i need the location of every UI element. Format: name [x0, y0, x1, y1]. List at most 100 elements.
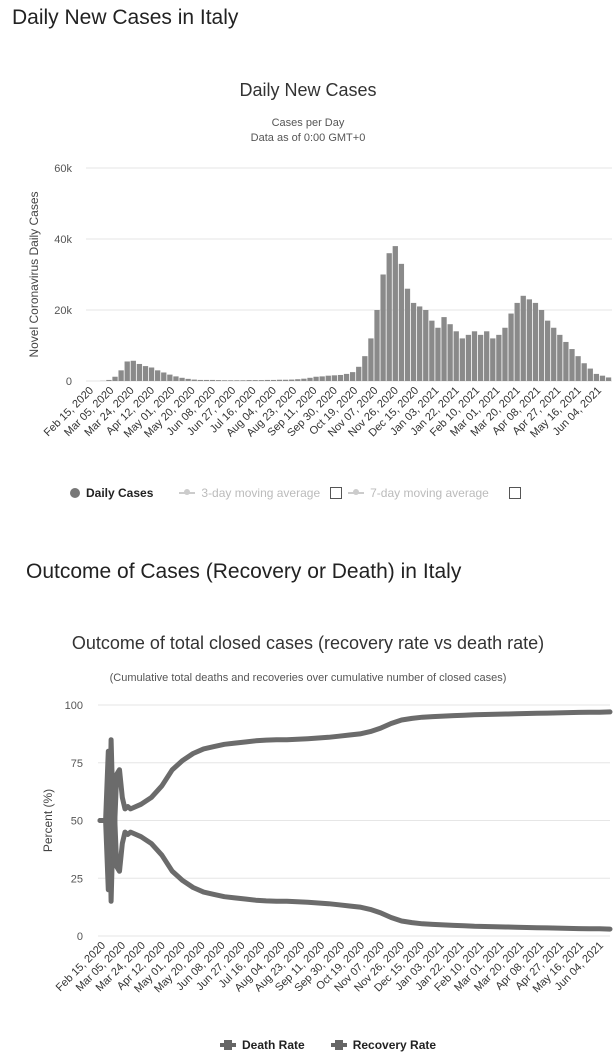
bar	[270, 379, 277, 381]
y-axis-label: Novel Coronavirus Daily Cases	[27, 191, 41, 357]
bar	[215, 380, 222, 381]
legend-daily-cases[interactable]: Daily Cases	[86, 486, 154, 500]
bar	[459, 338, 465, 381]
y-tick-label: 40k	[54, 234, 72, 246]
bar	[173, 376, 179, 381]
legend-7day-average[interactable]: 7-day moving average	[370, 486, 489, 500]
bar	[538, 310, 545, 381]
bar	[136, 363, 143, 381]
bar	[368, 338, 374, 381]
legend-recovery-marker	[330, 1040, 347, 1050]
bar	[392, 246, 398, 381]
bar	[289, 379, 295, 381]
bar	[404, 288, 411, 381]
bar	[240, 380, 246, 381]
bar	[508, 313, 514, 381]
checkbox-7day[interactable]	[508, 487, 521, 499]
bar	[161, 372, 167, 381]
bar	[398, 263, 405, 381]
chart1-title: Daily New Cases	[239, 80, 377, 100]
bar	[374, 310, 380, 381]
bar	[276, 379, 283, 381]
bar	[142, 366, 149, 381]
bar	[301, 378, 307, 381]
legend-death-rate[interactable]: Death Rate	[242, 1038, 305, 1052]
series-line-recovery-rate	[97, 709, 613, 893]
legend-ma3-marker	[179, 489, 196, 495]
bar	[581, 363, 587, 381]
bar	[532, 302, 539, 381]
bar	[234, 380, 240, 381]
chart1-legend: Daily Cases 3-day moving average 7-day m…	[70, 486, 521, 500]
bar	[130, 360, 136, 381]
bar	[356, 366, 362, 381]
bar	[264, 379, 270, 381]
bar	[551, 327, 557, 381]
bar	[343, 373, 350, 381]
bar	[222, 380, 228, 381]
bar	[557, 334, 563, 381]
bar	[605, 377, 612, 381]
bar	[563, 341, 569, 381]
bar	[593, 373, 600, 381]
bar	[587, 368, 593, 381]
y-tick-label: 0	[66, 376, 72, 388]
chart2-legend: Death Rate Recovery Rate	[220, 1038, 436, 1052]
bar	[514, 302, 520, 381]
bar	[599, 375, 606, 381]
chart1-subtitle-2: Data as of 0:00 GMT+0	[250, 132, 366, 144]
bar	[325, 375, 331, 381]
bar	[435, 327, 441, 381]
legend-3day-average[interactable]: 3-day moving average	[201, 486, 321, 500]
chart1-subtitle-1: Cases per Day	[271, 117, 345, 129]
bar	[106, 379, 112, 381]
bar	[410, 302, 417, 381]
section-title-outcome: Outcome of Cases (Recovery or Death) in …	[26, 560, 462, 583]
y-tick-label: 0	[77, 931, 83, 943]
bar	[185, 378, 191, 381]
chart2-title: Outcome of total closed cases (recovery …	[71, 633, 545, 653]
bar	[118, 370, 124, 381]
bar	[252, 380, 258, 381]
bar	[520, 295, 526, 381]
y-tick-label: 100	[65, 700, 83, 712]
series-line-death-rate	[97, 748, 613, 932]
y-tick-label: 25	[71, 873, 83, 885]
bar	[337, 374, 344, 381]
bar	[502, 327, 508, 381]
bar	[282, 379, 289, 381]
bar	[575, 356, 581, 381]
bar	[307, 377, 313, 381]
bar	[526, 299, 532, 381]
bar	[209, 379, 216, 381]
bar	[380, 274, 386, 381]
y-axis-label: Percent (%)	[41, 789, 55, 852]
y-tick-label: 50	[71, 816, 83, 828]
section-title-cases: Daily New Cases in Italy	[12, 6, 239, 29]
bar	[148, 367, 155, 381]
bar	[191, 379, 197, 381]
bar	[331, 375, 338, 381]
y-tick-label: 60k	[54, 163, 72, 175]
bar	[490, 338, 496, 381]
bar	[484, 331, 490, 381]
bar	[246, 380, 252, 381]
bar	[441, 317, 447, 381]
bar	[167, 374, 173, 381]
bar	[496, 334, 502, 381]
bar	[228, 380, 234, 381]
bar	[112, 376, 118, 381]
y-tick-label: 20k	[54, 305, 72, 317]
legend-recovery-rate[interactable]: Recovery Rate	[352, 1038, 437, 1052]
bar	[295, 379, 301, 381]
bar	[447, 324, 453, 381]
bar	[155, 370, 161, 381]
bar	[423, 310, 429, 381]
bar	[197, 379, 203, 381]
bar	[544, 320, 551, 381]
checkbox-3day[interactable]	[330, 487, 343, 499]
bar	[453, 331, 459, 381]
bar	[350, 372, 356, 381]
bar	[569, 349, 575, 381]
y-tick-label: 75	[71, 758, 83, 770]
